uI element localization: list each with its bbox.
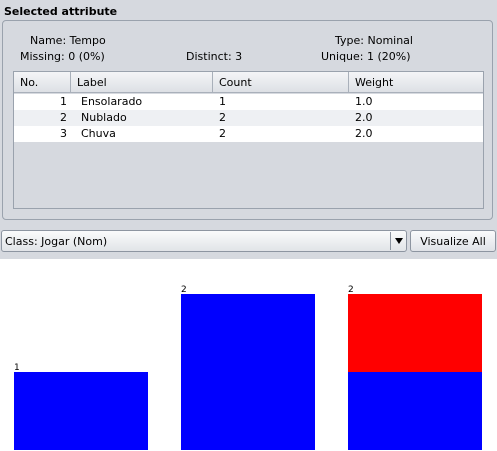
table-row[interactable]: 3 Chuva 2 2.0 <box>14 126 483 142</box>
cell-label: Nublado <box>81 111 127 124</box>
table-row[interactable]: 2 Nublado 2 2.0 <box>14 110 483 126</box>
attr-distinct-label: Distinct: <box>186 50 232 63</box>
panel-border <box>2 20 493 220</box>
cell-count: 2 <box>219 111 226 124</box>
cell-weight: 2.0 <box>355 127 373 140</box>
cell-count: 2 <box>219 127 226 140</box>
table-row[interactable]: 1 Ensolarado 1 1.0 <box>14 94 483 110</box>
cell-no: 1 <box>60 95 67 108</box>
cell-label: Ensolarado <box>81 95 143 108</box>
panel-title: Selected attribute <box>4 5 118 18</box>
attr-missing: Missing: 0 (0%) <box>20 50 105 63</box>
attr-type: Type: Nominal <box>335 34 413 47</box>
cell-count: 1 <box>219 95 226 108</box>
cell-weight: 1.0 <box>355 95 373 108</box>
attr-distinct-value: 3 <box>235 50 243 63</box>
attr-name-label: Name: <box>30 34 67 47</box>
selected-attribute-panel: Selected attribute Name: Tempo Missing: … <box>0 0 497 222</box>
cell-label: Chuva <box>81 127 116 140</box>
bar-chuva-segment-0 <box>348 372 482 450</box>
dropdown-button[interactable] <box>390 232 406 250</box>
attr-unique-value: 1 (20%) <box>367 50 411 63</box>
header-no[interactable]: No. <box>14 72 71 93</box>
chart-svg: 1 2 2 <box>14 285 482 450</box>
attr-unique-label: Unique: <box>321 50 364 63</box>
chevron-down-icon <box>394 238 403 244</box>
header-label[interactable]: Label <box>71 72 213 93</box>
attr-missing-label: Missing: <box>20 50 65 63</box>
class-select-value: Class: Jogar (Nom) <box>5 235 108 248</box>
header-weight[interactable]: Weight <box>355 76 394 89</box>
class-distribution-chart: 1 2 2 <box>0 259 497 451</box>
class-select[interactable]: Class: Jogar (Nom) <box>1 230 407 252</box>
bar-nublado-segment-0 <box>181 294 315 450</box>
attribute-values-table[interactable]: No. Label Count Weight 1 Ensolarado 1 1.… <box>13 71 484 209</box>
attr-name: Name: Tempo <box>30 34 106 47</box>
attr-distinct: Distinct: 3 <box>186 50 242 63</box>
attr-missing-value: 0 (0%) <box>68 50 105 63</box>
cell-weight: 2.0 <box>355 111 373 124</box>
bar-count-label: 2 <box>181 285 187 295</box>
table-header: No. Label Count Weight <box>14 72 483 93</box>
bar-count-label: 1 <box>14 363 20 373</box>
cell-no: 3 <box>60 127 67 140</box>
cell-no: 2 <box>60 111 67 124</box>
attr-name-value: Tempo <box>69 34 106 47</box>
bar-chuva-segment-1 <box>348 294 482 372</box>
attr-type-label: Type: <box>335 34 364 47</box>
bar-count-label: 2 <box>348 285 354 295</box>
visualize-all-button[interactable]: Visualize All <box>410 230 496 252</box>
table-body: 1 Ensolarado 1 1.0 2 Nublado 2 2.0 3 Chu… <box>14 94 483 142</box>
attr-unique: Unique: 1 (20%) <box>321 50 411 63</box>
header-count[interactable]: Count <box>213 72 349 93</box>
bar-ensolarado-segment-0 <box>14 372 148 450</box>
attr-type-value: Nominal <box>367 34 413 47</box>
